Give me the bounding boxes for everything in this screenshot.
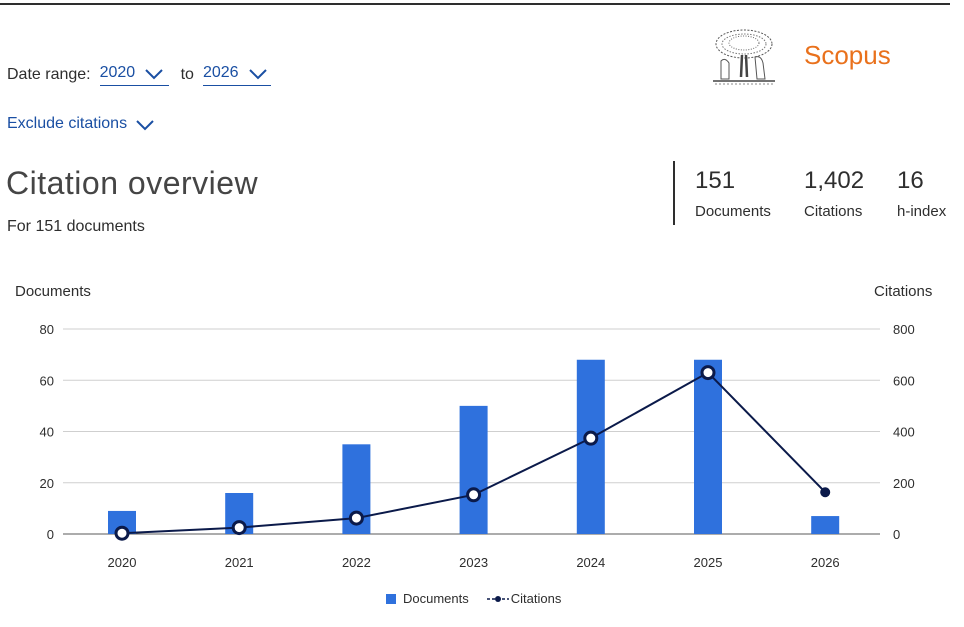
bar-documents: [576, 359, 605, 534]
page-subtitle: For 151 documents: [7, 218, 145, 235]
stat-label: h-index: [897, 203, 947, 220]
stat-documents: 151 Documents: [695, 167, 771, 220]
x-tick-label: 2025: [694, 555, 723, 570]
point-citations: [583, 430, 599, 446]
point-citations: [114, 525, 130, 541]
exclude-citations-label: Exclude citations: [7, 115, 128, 132]
to-label: to: [180, 66, 194, 83]
x-tick-label: 2020: [108, 555, 137, 570]
from-year-value: 2020: [99, 64, 136, 81]
legend-documents-label: Documents: [403, 591, 469, 606]
bar-documents: [108, 510, 136, 534]
chevron-down-icon: [145, 68, 163, 79]
chevron-down-icon: [136, 119, 154, 130]
stat-value: 16: [897, 167, 924, 194]
line-marker-icon: [486, 595, 509, 602]
to-year-select[interactable]: 2026: [202, 64, 271, 86]
right-tick-label: 600: [893, 373, 915, 388]
left-tick-label: 40: [40, 425, 54, 440]
stat-citations: 1,402 Citations: [804, 167, 864, 220]
bar-documents: [811, 516, 840, 534]
right-axis-title: Citations: [874, 283, 933, 300]
bar-documents: [694, 359, 722, 534]
legend-citations[interactable]: Citations: [486, 591, 562, 606]
x-tick-label: 2026: [811, 555, 840, 570]
legend-documents[interactable]: Documents: [386, 591, 469, 606]
stat-label: Documents: [695, 203, 771, 220]
stats-divider: [673, 161, 675, 225]
bar-documents: [459, 405, 488, 534]
stat-h-index: 16 h-index: [897, 167, 946, 220]
left-axis-title: Documents: [15, 283, 91, 300]
exclude-citations-toggle[interactable]: Exclude citations: [7, 115, 154, 133]
left-tick-label: 60: [40, 373, 54, 388]
point-citations: [231, 520, 247, 536]
chart-legend: Documents Citations: [386, 591, 579, 606]
right-tick-label: 400: [893, 425, 915, 440]
scopus-brand: Scopus: [804, 40, 891, 70]
left-tick-label: 0: [47, 527, 54, 542]
x-tick-label: 2024: [576, 555, 605, 570]
right-tick-label: 200: [893, 476, 915, 491]
top-divider: [0, 3, 950, 5]
point-citations: [820, 487, 831, 498]
x-tick-label: 2023: [459, 555, 488, 570]
elsevier-tree-logo: [713, 29, 775, 85]
page-title: Citation overview: [6, 165, 259, 201]
right-tick-label: 0: [893, 527, 900, 542]
legend-citations-label: Citations: [510, 591, 562, 606]
bar-swatch-icon: [386, 593, 396, 604]
x-tick-label: 2022: [342, 555, 371, 570]
right-tick-label: 800: [893, 322, 915, 337]
date-range-filter: Date range: 2020 to 2026: [7, 64, 271, 86]
date-range-label: Date range:: [7, 66, 91, 83]
left-tick-label: 20: [40, 476, 54, 491]
stat-label: Citations: [804, 203, 863, 220]
point-citations: [466, 487, 482, 503]
to-year-value: 2026: [202, 64, 239, 81]
from-year-select[interactable]: 2020: [99, 64, 169, 86]
stat-value: 1,402: [804, 167, 865, 194]
point-citations: [700, 365, 716, 381]
point-citations: [348, 510, 364, 526]
x-tick-label: 2021: [225, 555, 254, 570]
left-tick-label: 80: [40, 322, 54, 337]
stat-value: 151: [695, 167, 736, 194]
chevron-down-icon: [248, 68, 267, 79]
